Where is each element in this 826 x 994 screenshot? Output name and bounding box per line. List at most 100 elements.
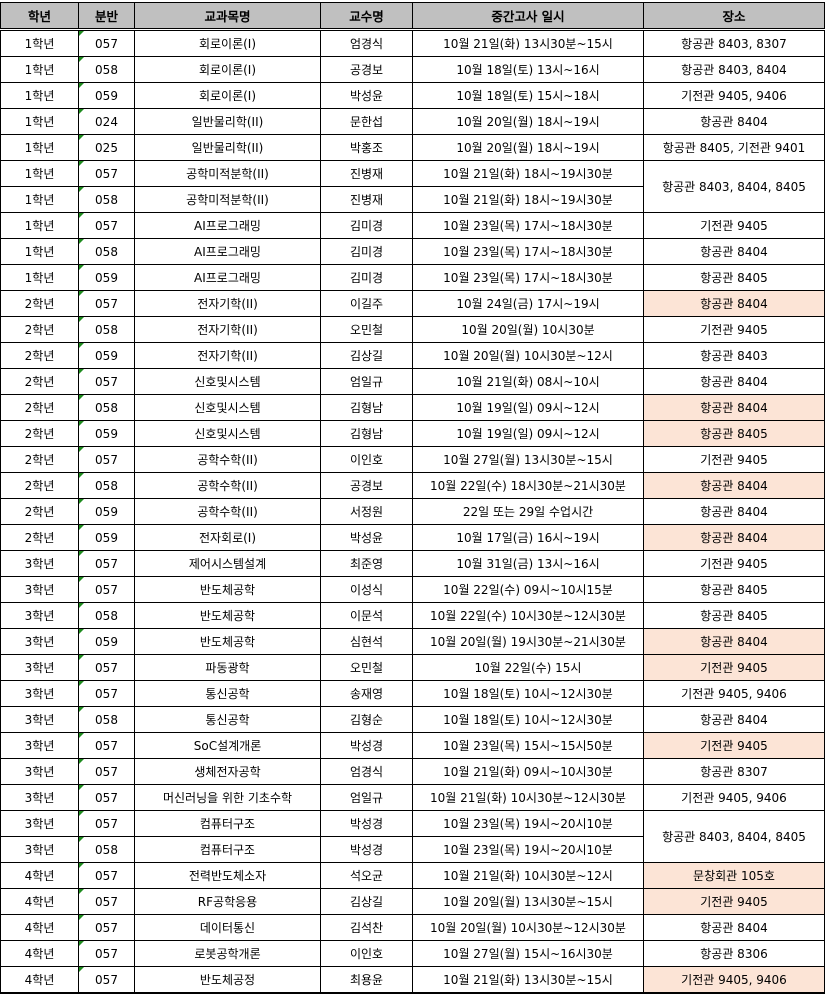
location-cell[interactable]: 항공관 8405 bbox=[643, 420, 825, 447]
datetime-cell[interactable]: 10월 22일(수) 10시30분~12시30분 bbox=[412, 602, 644, 629]
course-cell[interactable]: 반도체공정 bbox=[134, 966, 321, 994]
grade-cell[interactable]: 1학년 bbox=[0, 186, 79, 213]
datetime-cell[interactable]: 10월 27일(월) 13시30분~15시 bbox=[412, 446, 644, 473]
section-cell[interactable]: 058 bbox=[78, 602, 135, 629]
location-cell[interactable]: 기전관 9405 bbox=[643, 550, 825, 577]
section-cell[interactable]: 057 bbox=[78, 446, 135, 473]
datetime-cell[interactable]: 10월 23일(목) 17시~18시30분 bbox=[412, 264, 644, 291]
section-cell[interactable]: 059 bbox=[78, 628, 135, 655]
grade-cell[interactable]: 2학년 bbox=[0, 446, 79, 473]
datetime-cell[interactable]: 10월 22일(수) 09시~10시15분 bbox=[412, 576, 644, 603]
grade-cell[interactable]: 4학년 bbox=[0, 888, 79, 915]
header-course[interactable]: 교과목명 bbox=[134, 2, 321, 31]
grade-cell[interactable]: 2학년 bbox=[0, 498, 79, 525]
section-cell[interactable]: 057 bbox=[78, 550, 135, 577]
section-cell[interactable]: 057 bbox=[78, 680, 135, 707]
location-cell[interactable]: 기전관 9405 bbox=[643, 732, 825, 759]
datetime-cell[interactable]: 10월 20일(월) 13시30분~15시 bbox=[412, 888, 644, 915]
header-datetime[interactable]: 중간고사 일시 bbox=[412, 2, 644, 31]
location-cell[interactable]: 항공관 8403, 8404 bbox=[643, 56, 825, 83]
grade-cell[interactable]: 2학년 bbox=[0, 524, 79, 551]
location-cell[interactable]: 항공관 8405, 기전관 9401 bbox=[643, 134, 825, 161]
grade-cell[interactable]: 3학년 bbox=[0, 602, 79, 629]
course-cell[interactable]: 전력반도체소자 bbox=[134, 862, 321, 889]
section-cell[interactable]: 059 bbox=[78, 82, 135, 109]
section-cell[interactable]: 057 bbox=[78, 810, 135, 837]
datetime-cell[interactable]: 10월 21일(화) 08시~10시 bbox=[412, 368, 644, 395]
grade-cell[interactable]: 1학년 bbox=[0, 56, 79, 83]
datetime-cell[interactable]: 10월 17일(금) 16시~19시 bbox=[412, 524, 644, 551]
datetime-cell[interactable]: 10월 18일(토) 10시~12시30분 bbox=[412, 706, 644, 733]
section-cell[interactable]: 058 bbox=[78, 836, 135, 863]
grade-cell[interactable]: 1학년 bbox=[0, 212, 79, 239]
grade-cell[interactable]: 1학년 bbox=[0, 82, 79, 109]
location-cell[interactable]: 항공관 8307 bbox=[643, 758, 825, 785]
location-cell[interactable]: 항공관 8403, 8307 bbox=[643, 29, 825, 57]
section-cell[interactable]: 057 bbox=[78, 966, 135, 994]
course-cell[interactable]: 파동광학 bbox=[134, 654, 321, 681]
location-cell[interactable]: 기전관 9405, 9406 bbox=[643, 680, 825, 707]
grade-cell[interactable]: 4학년 bbox=[0, 940, 79, 967]
location-cell[interactable]: 항공관 8404 bbox=[643, 108, 825, 135]
course-cell[interactable]: 통신공학 bbox=[134, 706, 321, 733]
section-cell[interactable]: 057 bbox=[78, 784, 135, 811]
section-cell[interactable]: 058 bbox=[78, 706, 135, 733]
grade-cell[interactable]: 2학년 bbox=[0, 368, 79, 395]
professor-cell[interactable]: 공경보 bbox=[320, 472, 413, 499]
course-cell[interactable]: 반도체공학 bbox=[134, 602, 321, 629]
grade-cell[interactable]: 1학년 bbox=[0, 160, 79, 187]
grade-cell[interactable]: 1학년 bbox=[0, 264, 79, 291]
datetime-cell[interactable]: 10월 22일(수) 15시 bbox=[412, 654, 644, 681]
location-cell[interactable]: 항공관 8404 bbox=[643, 628, 825, 655]
grade-cell[interactable]: 3학년 bbox=[0, 680, 79, 707]
location-cell[interactable]: 항공관 8403 bbox=[643, 342, 825, 369]
datetime-cell[interactable]: 10월 20일(월) 18시~19시 bbox=[412, 134, 644, 161]
professor-cell[interactable]: 최준영 bbox=[320, 550, 413, 577]
course-cell[interactable]: 반도체공학 bbox=[134, 576, 321, 603]
location-cell[interactable]: 항공관 8404 bbox=[643, 394, 825, 421]
grade-cell[interactable]: 3학년 bbox=[0, 758, 79, 785]
datetime-cell[interactable]: 10월 18일(토) 15시~18시 bbox=[412, 82, 644, 109]
grade-cell[interactable]: 1학년 bbox=[0, 29, 79, 57]
section-cell[interactable]: 059 bbox=[78, 420, 135, 447]
section-cell[interactable]: 057 bbox=[78, 212, 135, 239]
course-cell[interactable]: SoC설계개론 bbox=[134, 732, 321, 759]
professor-cell[interactable]: 김상길 bbox=[320, 888, 413, 915]
section-cell[interactable]: 058 bbox=[78, 316, 135, 343]
professor-cell[interactable]: 문한섭 bbox=[320, 108, 413, 135]
datetime-cell[interactable]: 10월 21일(화) 10시30분~12시30분 bbox=[412, 784, 644, 811]
professor-cell[interactable]: 김형남 bbox=[320, 394, 413, 421]
section-cell[interactable]: 024 bbox=[78, 108, 135, 135]
header-location[interactable]: 장소 bbox=[643, 2, 825, 31]
course-cell[interactable]: AI프로그래밍 bbox=[134, 238, 321, 265]
grade-cell[interactable]: 3학년 bbox=[0, 836, 79, 863]
grade-cell[interactable]: 3학년 bbox=[0, 706, 79, 733]
datetime-cell[interactable]: 10월 20일(월) 10시30분 bbox=[412, 316, 644, 343]
location-cell[interactable]: 항공관 8404 bbox=[643, 524, 825, 551]
datetime-cell[interactable]: 10월 18일(토) 10시~12시30분 bbox=[412, 680, 644, 707]
course-cell[interactable]: 회로이론(I) bbox=[134, 56, 321, 83]
section-cell[interactable]: 057 bbox=[78, 576, 135, 603]
course-cell[interactable]: 로봇공학개론 bbox=[134, 940, 321, 967]
section-cell[interactable]: 057 bbox=[78, 368, 135, 395]
section-cell[interactable]: 058 bbox=[78, 238, 135, 265]
datetime-cell[interactable]: 10월 20일(월) 18시~19시 bbox=[412, 108, 644, 135]
header-grade[interactable]: 학년 bbox=[0, 2, 79, 31]
professor-cell[interactable]: 박성윤 bbox=[320, 82, 413, 109]
datetime-cell[interactable]: 10월 21일(화) 09시~10시30분 bbox=[412, 758, 644, 785]
header-section[interactable]: 분반 bbox=[78, 2, 135, 31]
grade-cell[interactable]: 2학년 bbox=[0, 316, 79, 343]
professor-cell[interactable]: 엄일규 bbox=[320, 368, 413, 395]
header-professor[interactable]: 교수명 bbox=[320, 2, 413, 31]
location-cell[interactable]: 항공관 8404 bbox=[643, 368, 825, 395]
course-cell[interactable]: 반도체공학 bbox=[134, 628, 321, 655]
section-cell[interactable]: 058 bbox=[78, 394, 135, 421]
professor-cell[interactable]: 이문석 bbox=[320, 602, 413, 629]
course-cell[interactable]: 전자기학(II) bbox=[134, 290, 321, 317]
course-cell[interactable]: 일반물리학(II) bbox=[134, 108, 321, 135]
course-cell[interactable]: 일반물리학(II) bbox=[134, 134, 321, 161]
datetime-cell[interactable]: 10월 21일(화) 18시~19시30분 bbox=[412, 160, 644, 187]
datetime-cell[interactable]: 10월 24일(금) 17시~19시 bbox=[412, 290, 644, 317]
location-cell[interactable]: 항공관 8403, 8404, 8405 bbox=[643, 810, 825, 863]
location-cell[interactable]: 항공관 8405 bbox=[643, 576, 825, 603]
